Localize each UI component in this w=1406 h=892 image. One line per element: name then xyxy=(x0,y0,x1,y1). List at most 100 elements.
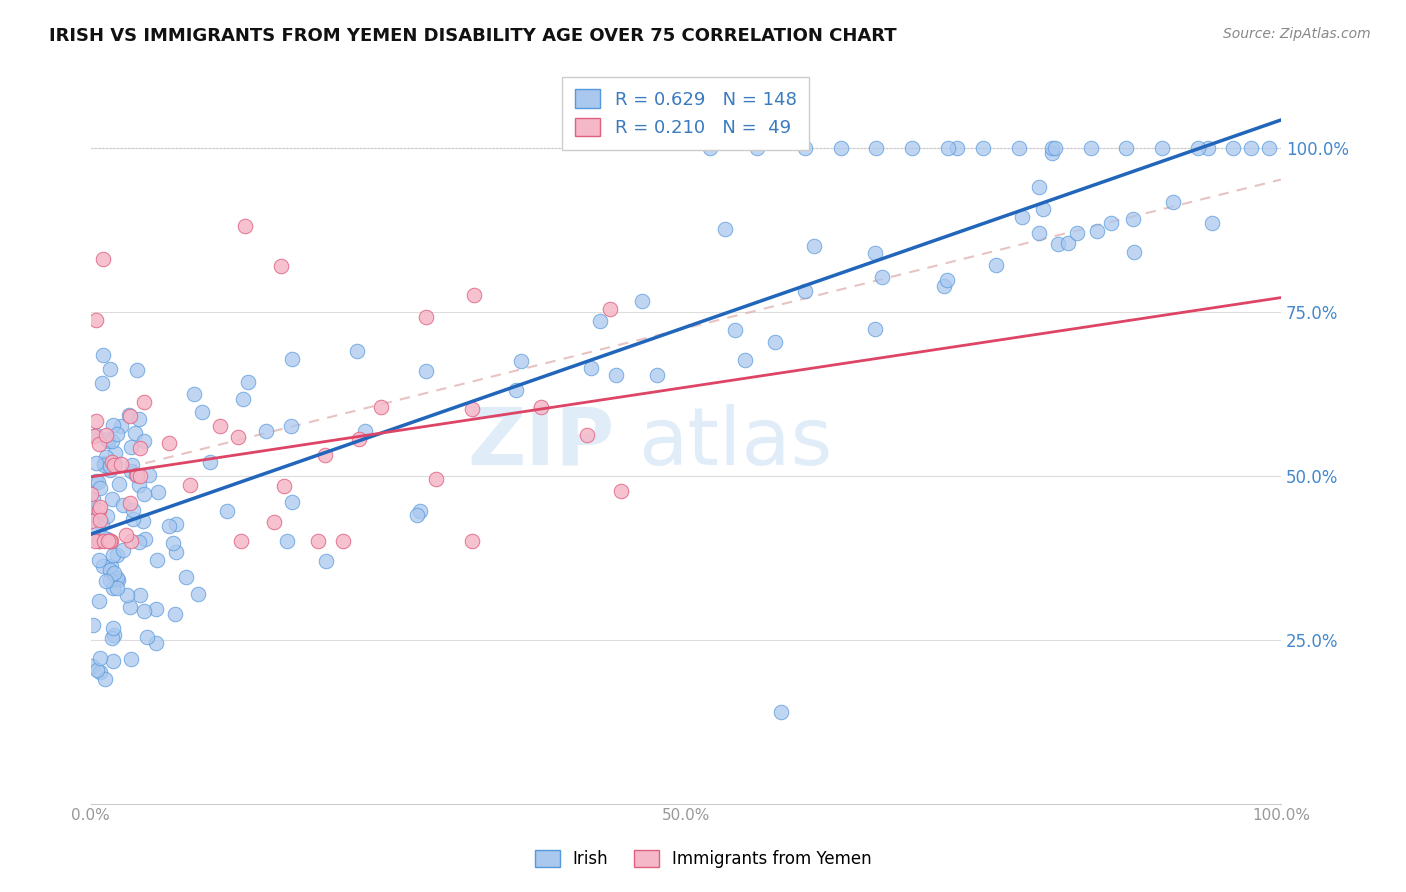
Point xyxy=(101,418,124,433)
Point xyxy=(104,445,127,459)
Point xyxy=(1085,224,1108,238)
Point xyxy=(93,531,115,545)
Point xyxy=(270,259,292,273)
Point xyxy=(97,434,120,448)
Point xyxy=(645,368,668,382)
Point xyxy=(83,428,105,442)
Text: Source: ZipAtlas.com: Source: ZipAtlas.com xyxy=(1223,27,1371,41)
Point xyxy=(409,504,432,518)
Point xyxy=(157,435,180,450)
Point xyxy=(1122,212,1144,227)
Point xyxy=(120,534,142,549)
Point xyxy=(901,141,924,155)
Point xyxy=(98,362,121,376)
Point xyxy=(281,352,304,367)
Point xyxy=(599,301,621,316)
Point xyxy=(699,141,721,155)
Point xyxy=(96,508,118,523)
Point xyxy=(93,534,115,549)
Point xyxy=(127,467,149,482)
Point xyxy=(84,427,107,442)
Point xyxy=(101,455,124,469)
Point xyxy=(118,409,141,423)
Point xyxy=(112,498,135,512)
Point xyxy=(84,474,107,488)
Point xyxy=(165,607,187,621)
Point xyxy=(132,514,155,528)
Point xyxy=(110,457,132,471)
Point xyxy=(98,573,121,587)
Point xyxy=(93,348,115,362)
Point xyxy=(104,457,127,471)
Point xyxy=(84,313,107,327)
Point xyxy=(121,458,143,472)
Point xyxy=(314,448,336,462)
Point xyxy=(576,428,599,442)
Point xyxy=(972,141,994,155)
Point xyxy=(1028,226,1050,240)
Point xyxy=(505,383,527,397)
Point xyxy=(235,219,257,234)
Point xyxy=(1258,141,1281,155)
Point xyxy=(107,573,129,587)
Point xyxy=(103,566,125,581)
Point xyxy=(89,500,111,514)
Point xyxy=(93,456,115,470)
Point xyxy=(157,519,180,533)
Point xyxy=(1240,141,1263,155)
Point xyxy=(97,534,120,549)
Point xyxy=(108,476,131,491)
Point xyxy=(165,544,187,558)
Point xyxy=(136,630,159,644)
Point xyxy=(984,258,1007,272)
Point xyxy=(231,534,253,549)
Text: atlas: atlas xyxy=(638,404,832,482)
Point xyxy=(122,503,145,517)
Point xyxy=(162,536,184,550)
Point xyxy=(118,408,141,422)
Point xyxy=(101,631,124,645)
Point xyxy=(1198,141,1220,155)
Point xyxy=(128,442,150,456)
Text: IRISH VS IMMIGRANTS FROM YEMEN DISABILITY AGE OVER 75 CORRELATION CHART: IRISH VS IMMIGRANTS FROM YEMEN DISABILIT… xyxy=(49,27,897,45)
Point xyxy=(1008,141,1031,155)
Point xyxy=(120,600,142,615)
Point xyxy=(1150,141,1173,155)
Point xyxy=(124,426,146,441)
Point xyxy=(94,574,117,588)
Point xyxy=(946,141,969,155)
Point xyxy=(589,314,612,328)
Point xyxy=(91,559,114,574)
Point xyxy=(870,269,893,284)
Point xyxy=(1057,235,1080,250)
Point xyxy=(865,141,887,155)
Point xyxy=(769,705,792,719)
Point xyxy=(79,500,101,514)
Point xyxy=(463,287,485,301)
Point xyxy=(87,503,110,517)
Point xyxy=(86,663,108,677)
Point xyxy=(610,484,633,499)
Legend: R = 0.629   N = 148, R = 0.210   N =  49: R = 0.629 N = 148, R = 0.210 N = 49 xyxy=(562,77,810,150)
Point xyxy=(226,430,249,444)
Point xyxy=(96,450,118,465)
Point xyxy=(87,534,110,549)
Point xyxy=(187,587,209,601)
Point xyxy=(713,222,735,236)
Point xyxy=(82,618,104,632)
Point xyxy=(120,652,142,666)
Point xyxy=(605,368,627,383)
Point xyxy=(91,252,114,267)
Point xyxy=(238,375,260,389)
Point xyxy=(1032,202,1054,217)
Point xyxy=(145,636,167,650)
Point xyxy=(93,672,115,686)
Point xyxy=(1011,210,1033,224)
Point xyxy=(263,515,285,529)
Point xyxy=(1099,216,1122,230)
Point xyxy=(105,426,128,441)
Point xyxy=(129,588,152,602)
Point xyxy=(89,481,111,495)
Point xyxy=(793,284,815,298)
Point xyxy=(346,343,368,358)
